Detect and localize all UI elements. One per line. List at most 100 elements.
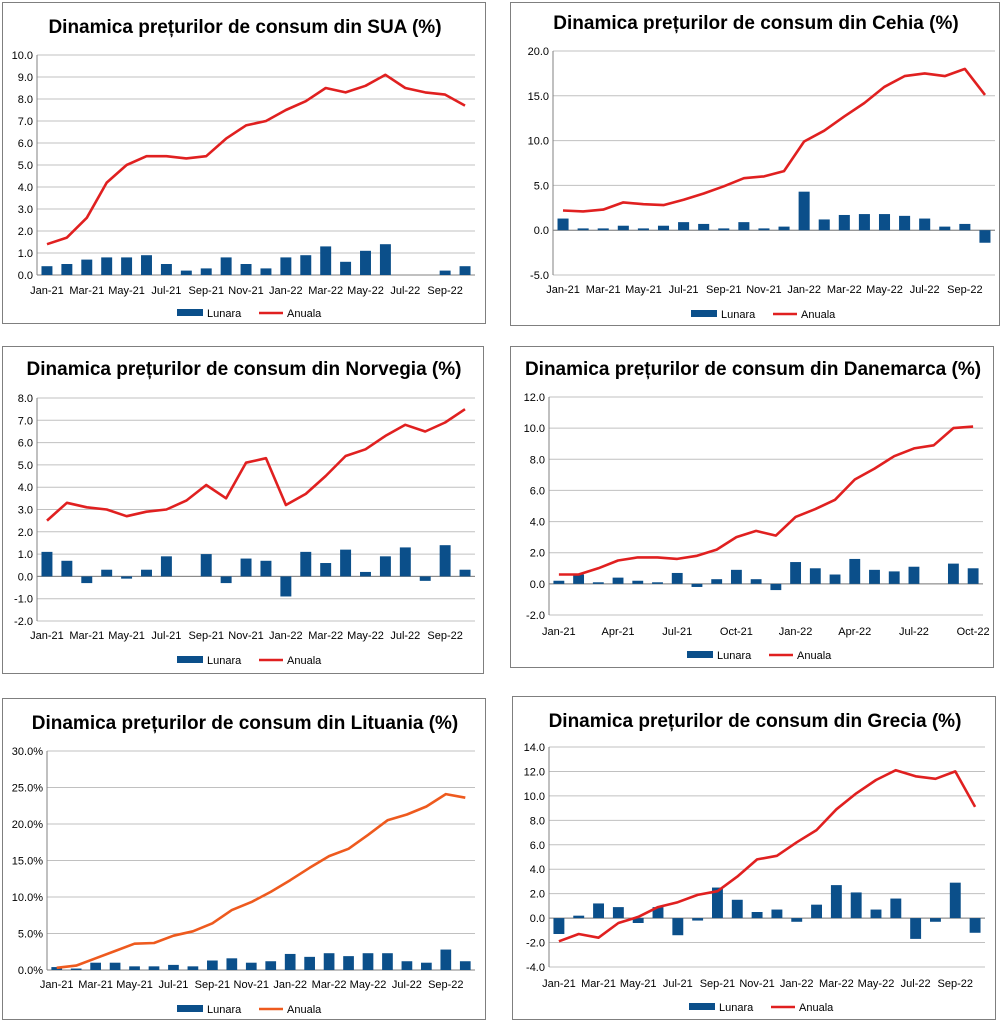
y-tick-label: 0.0 bbox=[530, 579, 545, 591]
bar-lunara bbox=[870, 909, 882, 919]
chart-panel-sua: Dinamica prețurilor de consum din SUA (%… bbox=[2, 2, 486, 324]
bar-lunara bbox=[577, 228, 589, 231]
bar-lunara bbox=[101, 257, 113, 275]
bar-lunara bbox=[830, 885, 842, 919]
bar-lunara bbox=[382, 953, 393, 970]
bar-lunara bbox=[360, 250, 371, 275]
x-tick-label: Jul-21 bbox=[151, 285, 181, 297]
bar-lunara bbox=[81, 259, 93, 275]
chart-panel-danemarca: Dinamica prețurilor de consum din Danema… bbox=[510, 346, 994, 668]
y-tick-label: 6.0 bbox=[18, 438, 33, 450]
y-tick-label: 6.0 bbox=[530, 485, 545, 497]
x-tick-label: Sep-21 bbox=[188, 285, 223, 297]
x-tick-label: Oct-22 bbox=[957, 626, 990, 638]
y-tick-label: -2.0 bbox=[14, 616, 33, 628]
y-tick-label: 10.0 bbox=[524, 423, 545, 435]
x-tick-label: Jan-21 bbox=[30, 630, 64, 642]
bar-lunara bbox=[593, 903, 604, 919]
y-tick-label: 0.0% bbox=[18, 965, 43, 977]
y-tick-label: 1.0 bbox=[18, 549, 33, 561]
bar-lunara bbox=[280, 576, 292, 597]
bar-lunara bbox=[751, 912, 763, 919]
bar-lunara bbox=[553, 918, 565, 934]
x-tick-label: Nov-21 bbox=[234, 979, 269, 991]
x-tick-label: Sep-21 bbox=[700, 978, 735, 990]
x-tick-label: Jan-21 bbox=[542, 626, 576, 638]
bar-lunara bbox=[41, 551, 53, 577]
bar-lunara bbox=[439, 270, 451, 275]
x-tick-label: Jul-21 bbox=[151, 630, 181, 642]
y-tick-label: 4.0 bbox=[530, 517, 545, 529]
x-tick-label: May-22 bbox=[858, 978, 895, 990]
x-tick-label: Nov-21 bbox=[228, 285, 263, 297]
y-tick-label: 2.0 bbox=[18, 527, 33, 539]
bar-lunara bbox=[969, 918, 981, 933]
y-tick-label: -2.0 bbox=[526, 938, 545, 950]
bar-lunara bbox=[770, 583, 782, 591]
legend-label-lunara: Lunara bbox=[717, 650, 752, 662]
chart-title: Dinamica prețurilor de consum din Danema… bbox=[525, 359, 981, 380]
bar-lunara bbox=[207, 960, 218, 970]
bar-lunara bbox=[340, 261, 352, 275]
x-tick-label: Mar-22 bbox=[827, 284, 862, 296]
bar-lunara bbox=[557, 218, 569, 231]
chart-danemarca-svg: Dinamica prețurilor de consum din Danema… bbox=[524, 359, 990, 662]
y-tick-label: 5.0 bbox=[18, 160, 33, 172]
bar-lunara bbox=[612, 577, 624, 584]
bar-lunara bbox=[698, 223, 710, 231]
bar-lunara bbox=[730, 569, 742, 584]
x-tick-label: Jan-21 bbox=[542, 978, 576, 990]
bar-lunara bbox=[245, 962, 257, 970]
bar-lunara bbox=[771, 909, 783, 919]
bar-lunara bbox=[949, 882, 961, 919]
bar-lunara bbox=[592, 582, 604, 584]
bar-lunara bbox=[300, 255, 312, 275]
x-tick-label: Mar-21 bbox=[586, 284, 621, 296]
x-tick-label: Sep-22 bbox=[947, 284, 982, 296]
y-tick-label: 1.0 bbox=[18, 248, 33, 260]
x-tick-label: Nov-21 bbox=[739, 978, 774, 990]
bar-lunara bbox=[573, 574, 585, 584]
bar-lunara bbox=[300, 551, 312, 577]
x-tick-label: Jul-21 bbox=[662, 626, 692, 638]
bar-lunara bbox=[61, 264, 73, 275]
bar-lunara bbox=[888, 571, 900, 584]
bar-lunara bbox=[910, 918, 922, 939]
bar-lunara bbox=[849, 558, 861, 584]
bar-lunara bbox=[323, 953, 335, 970]
chart-panel-grecia: Dinamica prețurilor de consum din Grecia… bbox=[512, 696, 996, 1020]
chart-lituania-svg: Dinamica prețurilor de consum din Lituan… bbox=[12, 713, 475, 1016]
bar-lunara bbox=[421, 962, 432, 970]
x-tick-label: Jan-22 bbox=[269, 285, 303, 297]
legend-label-lunara: Lunara bbox=[207, 308, 242, 320]
x-tick-label: May-21 bbox=[625, 284, 662, 296]
bar-lunara bbox=[90, 962, 101, 970]
y-tick-label: 0.0 bbox=[530, 913, 545, 925]
x-tick-label: Apr-22 bbox=[838, 626, 871, 638]
chart-panel-cehia: Dinamica prețurilor de consum din Cehia … bbox=[510, 2, 1000, 326]
bar-lunara bbox=[919, 218, 931, 231]
x-tick-label: May-21 bbox=[620, 978, 657, 990]
bar-lunara bbox=[939, 226, 951, 231]
chart-sua-svg: Dinamica prețurilor de consum din SUA (%… bbox=[12, 17, 475, 320]
bar-lunara bbox=[340, 549, 352, 577]
bar-lunara bbox=[750, 579, 762, 584]
bar-lunara bbox=[379, 556, 391, 577]
bar-lunara bbox=[284, 953, 296, 970]
x-tick-label: Mar-22 bbox=[308, 285, 343, 297]
bar-lunara bbox=[731, 899, 743, 919]
bar-lunara bbox=[632, 580, 644, 584]
bar-lunara bbox=[129, 966, 140, 970]
line-anuala bbox=[56, 792, 466, 970]
legend-label-anuala: Anuala bbox=[799, 1002, 834, 1014]
chart-cehia-svg: Dinamica prețurilor de consum din Cehia … bbox=[528, 13, 995, 321]
bar-lunara bbox=[226, 958, 238, 970]
bar-lunara bbox=[758, 228, 770, 231]
y-tick-label: 5.0 bbox=[18, 460, 33, 472]
bar-lunara bbox=[81, 576, 93, 584]
y-tick-label: 10.0% bbox=[12, 892, 43, 904]
x-tick-label: Jul-22 bbox=[901, 978, 931, 990]
chart-norvegia-svg: Dinamica prețurilor de consum din Norveg… bbox=[14, 359, 475, 667]
chart-grecia-svg: Dinamica prețurilor de consum din Grecia… bbox=[524, 711, 985, 1014]
bar-lunara bbox=[61, 560, 73, 577]
